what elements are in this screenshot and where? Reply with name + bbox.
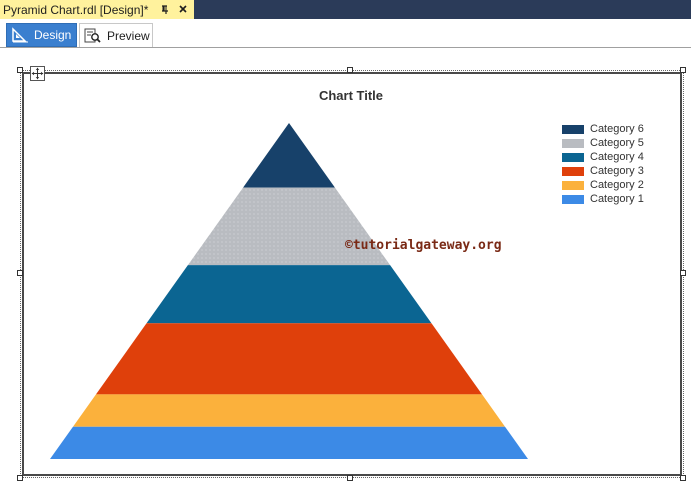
- chart-title[interactable]: Chart Title: [318, 88, 384, 103]
- chart-legend[interactable]: Category 6 Category 5 Category 4 Category 3…: [562, 122, 644, 206]
- legend-label: Category 2: [590, 179, 644, 191]
- move-handle-icon[interactable]: [30, 66, 45, 81]
- close-icon[interactable]: [177, 3, 189, 15]
- design-icon: [12, 27, 28, 43]
- resize-handle-bottom-left[interactable]: [17, 475, 23, 481]
- legend-item: Category 4: [562, 150, 644, 164]
- document-tab-title: Pyramid Chart.rdl [Design]*: [3, 2, 149, 17]
- legend-label: Category 3: [590, 165, 644, 177]
- resize-handle-bottom-right[interactable]: [680, 475, 686, 481]
- resize-handle-top[interactable]: [347, 67, 353, 73]
- legend-item: Category 5: [562, 136, 644, 150]
- legend-swatch: [562, 166, 584, 176]
- preview-icon: [84, 28, 101, 43]
- resize-handle-left[interactable]: [17, 270, 23, 276]
- legend-swatch: [562, 152, 584, 162]
- resize-handle-bottom[interactable]: [347, 475, 353, 481]
- legend-swatch: [562, 194, 584, 204]
- legend-label: Category 6: [590, 123, 644, 135]
- document-tab[interactable]: Pyramid Chart.rdl [Design]*: [0, 0, 194, 19]
- legend-item: Category 2: [562, 178, 644, 192]
- resize-handle-right[interactable]: [680, 270, 686, 276]
- legend-item: Category 6: [562, 122, 644, 136]
- legend-label: Category 5: [590, 137, 644, 149]
- tab-design[interactable]: Design: [6, 23, 77, 47]
- pin-icon[interactable]: [159, 3, 171, 15]
- tab-design-label: Design: [34, 28, 72, 42]
- legend-item: Category 1: [562, 192, 644, 206]
- tab-preview[interactable]: Preview: [79, 23, 153, 47]
- legend-label: Category 1: [590, 193, 644, 205]
- legend-item: Category 3: [562, 164, 644, 178]
- legend-swatch: [562, 138, 584, 148]
- watermark: ©tutorialgateway.org: [345, 238, 502, 253]
- document-tab-strip: Pyramid Chart.rdl [Design]*: [0, 0, 691, 19]
- legend-swatch: [562, 180, 584, 190]
- legend-swatch: [562, 124, 584, 134]
- legend-label: Category 4: [590, 151, 644, 163]
- resize-handle-top-left[interactable]: [17, 67, 23, 73]
- designer-view-tabs: Design Preview: [0, 19, 691, 48]
- resize-handle-top-right[interactable]: [680, 67, 686, 73]
- tab-preview-label: Preview: [107, 28, 150, 43]
